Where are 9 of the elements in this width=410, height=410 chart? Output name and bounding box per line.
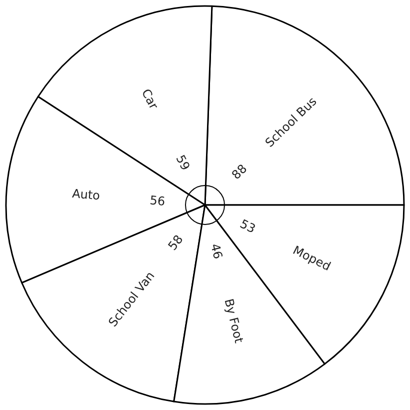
data-label: 46 xyxy=(208,242,226,260)
slice-label: Auto xyxy=(72,186,101,203)
data-label: 58 xyxy=(165,232,186,253)
slice-label: By Foot xyxy=(222,297,246,345)
slice-label: Car xyxy=(138,86,161,112)
data-label: 56 xyxy=(149,193,166,208)
data-label: 88 xyxy=(229,161,250,182)
data-label: 53 xyxy=(238,216,258,236)
data-label: 59 xyxy=(173,152,193,173)
